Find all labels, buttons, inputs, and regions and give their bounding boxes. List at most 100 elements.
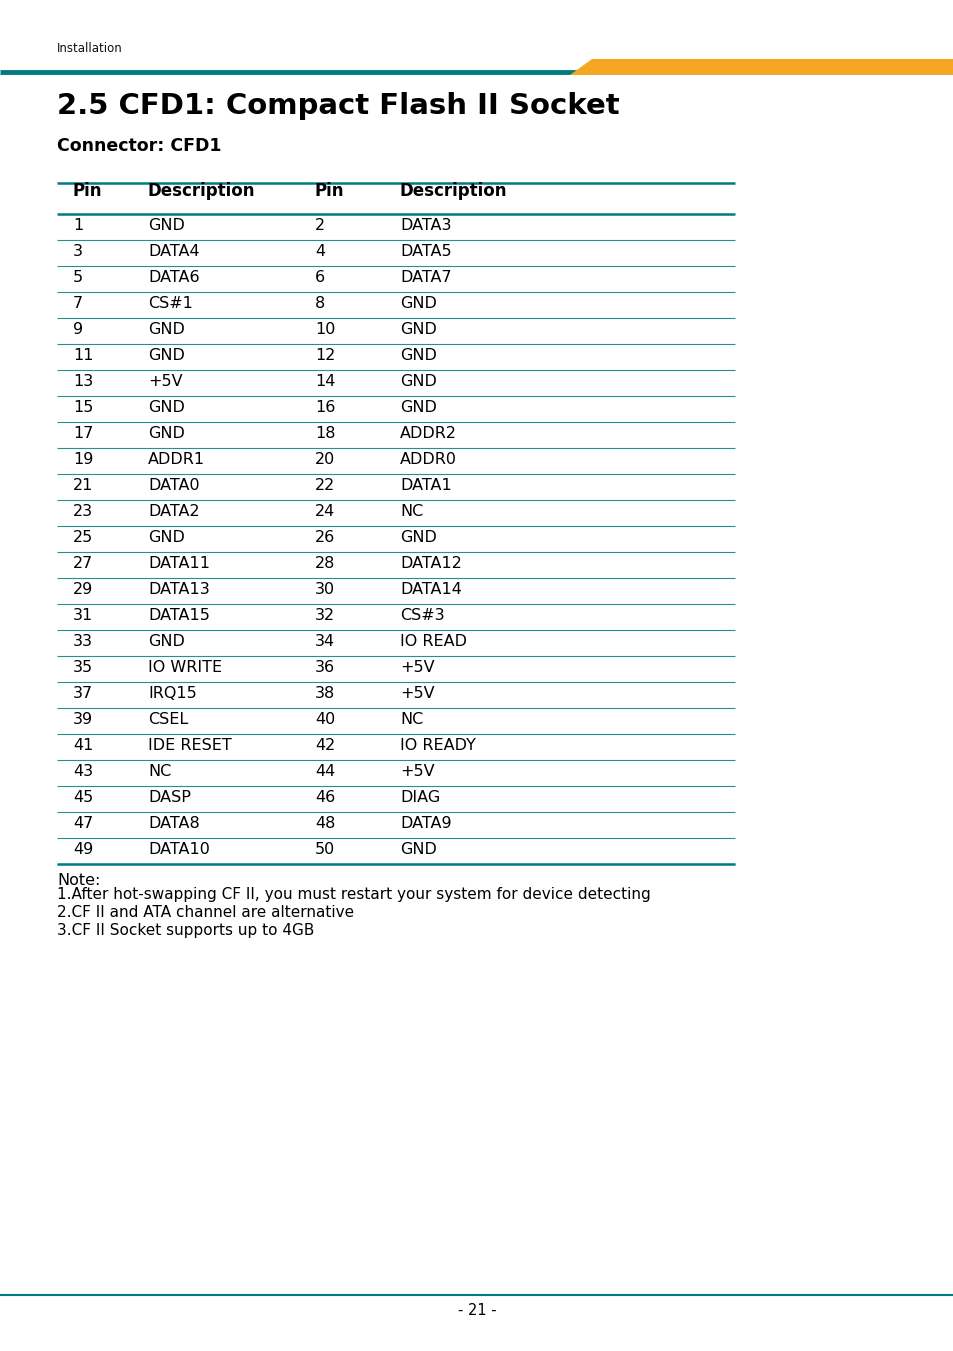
Text: GND: GND bbox=[399, 400, 436, 415]
Text: IDE RESET: IDE RESET bbox=[148, 738, 232, 753]
Text: GND: GND bbox=[148, 218, 185, 232]
Text: 44: 44 bbox=[314, 765, 335, 780]
Text: 45: 45 bbox=[73, 790, 93, 805]
Text: IO READ: IO READ bbox=[399, 634, 467, 648]
Text: 17: 17 bbox=[73, 426, 93, 440]
Text: Connector: CFD1: Connector: CFD1 bbox=[57, 136, 221, 155]
Text: 16: 16 bbox=[314, 400, 335, 415]
Text: 2.CF II and ATA channel are alternative: 2.CF II and ATA channel are alternative bbox=[57, 905, 354, 920]
Text: 22: 22 bbox=[314, 478, 335, 493]
Text: 47: 47 bbox=[73, 816, 93, 831]
Text: 1: 1 bbox=[73, 218, 83, 232]
Text: 49: 49 bbox=[73, 842, 93, 857]
Text: CS#3: CS#3 bbox=[399, 608, 444, 623]
Text: - 21 -: - 21 - bbox=[457, 1302, 496, 1319]
Text: DATA14: DATA14 bbox=[399, 582, 461, 597]
Text: 2: 2 bbox=[314, 218, 325, 232]
Text: GND: GND bbox=[148, 634, 185, 648]
Text: GND: GND bbox=[148, 530, 185, 544]
Text: 23: 23 bbox=[73, 504, 93, 519]
Text: GND: GND bbox=[399, 374, 436, 389]
Text: 20: 20 bbox=[314, 453, 335, 467]
Text: 33: 33 bbox=[73, 634, 92, 648]
Text: 14: 14 bbox=[314, 374, 335, 389]
Text: DATA13: DATA13 bbox=[148, 582, 210, 597]
Text: 8: 8 bbox=[314, 296, 325, 311]
Text: IO WRITE: IO WRITE bbox=[148, 661, 222, 676]
Text: DATA4: DATA4 bbox=[148, 245, 199, 259]
Text: 15: 15 bbox=[73, 400, 93, 415]
Text: ADDR0: ADDR0 bbox=[399, 453, 456, 467]
Text: 27: 27 bbox=[73, 557, 93, 571]
Text: ADDR2: ADDR2 bbox=[399, 426, 456, 440]
Text: 40: 40 bbox=[314, 712, 335, 727]
Text: GND: GND bbox=[399, 322, 436, 336]
Text: NC: NC bbox=[148, 765, 172, 780]
Text: CS#1: CS#1 bbox=[148, 296, 193, 311]
Text: 29: 29 bbox=[73, 582, 93, 597]
Text: 48: 48 bbox=[314, 816, 335, 831]
Text: 46: 46 bbox=[314, 790, 335, 805]
Text: ADDR1: ADDR1 bbox=[148, 453, 205, 467]
Text: DATA15: DATA15 bbox=[148, 608, 210, 623]
Text: 2.5 CFD1: Compact Flash II Socket: 2.5 CFD1: Compact Flash II Socket bbox=[57, 92, 619, 120]
Text: 41: 41 bbox=[73, 738, 93, 753]
Text: 35: 35 bbox=[73, 661, 93, 676]
Text: 42: 42 bbox=[314, 738, 335, 753]
Polygon shape bbox=[569, 59, 953, 76]
Text: 9: 9 bbox=[73, 322, 83, 336]
Text: DATA12: DATA12 bbox=[399, 557, 461, 571]
Text: 5: 5 bbox=[73, 270, 83, 285]
Text: 21: 21 bbox=[73, 478, 93, 493]
Text: 10: 10 bbox=[314, 322, 335, 336]
Text: 18: 18 bbox=[314, 426, 335, 440]
Text: 38: 38 bbox=[314, 686, 335, 701]
Text: Note:: Note: bbox=[57, 873, 100, 888]
Text: +5V: +5V bbox=[399, 765, 435, 780]
Text: DATA9: DATA9 bbox=[399, 816, 451, 831]
Text: GND: GND bbox=[148, 426, 185, 440]
Text: DATA2: DATA2 bbox=[148, 504, 199, 519]
Text: NC: NC bbox=[399, 504, 423, 519]
Text: DATA11: DATA11 bbox=[148, 557, 210, 571]
Text: 36: 36 bbox=[314, 661, 335, 676]
Text: Description: Description bbox=[399, 182, 507, 200]
Text: DATA7: DATA7 bbox=[399, 270, 451, 285]
Text: GND: GND bbox=[399, 530, 436, 544]
Text: Pin: Pin bbox=[73, 182, 102, 200]
Text: NC: NC bbox=[399, 712, 423, 727]
Text: IO READY: IO READY bbox=[399, 738, 476, 753]
Text: 31: 31 bbox=[73, 608, 93, 623]
Text: DIAG: DIAG bbox=[399, 790, 439, 805]
Text: DATA10: DATA10 bbox=[148, 842, 210, 857]
Text: 24: 24 bbox=[314, 504, 335, 519]
Text: GND: GND bbox=[399, 296, 436, 311]
Text: 50: 50 bbox=[314, 842, 335, 857]
Text: DATA5: DATA5 bbox=[399, 245, 451, 259]
Text: Installation: Installation bbox=[57, 42, 123, 55]
Text: GND: GND bbox=[399, 349, 436, 363]
Text: 6: 6 bbox=[314, 270, 325, 285]
Text: DATA6: DATA6 bbox=[148, 270, 199, 285]
Text: 43: 43 bbox=[73, 765, 93, 780]
Text: GND: GND bbox=[399, 842, 436, 857]
Text: GND: GND bbox=[148, 349, 185, 363]
Text: DASP: DASP bbox=[148, 790, 191, 805]
Text: 13: 13 bbox=[73, 374, 93, 389]
Text: 1.After hot-swapping CF II, you must restart your system for device detecting: 1.After hot-swapping CF II, you must res… bbox=[57, 888, 650, 902]
Text: CSEL: CSEL bbox=[148, 712, 188, 727]
Text: 30: 30 bbox=[314, 582, 335, 597]
Text: 39: 39 bbox=[73, 712, 93, 727]
Text: 11: 11 bbox=[73, 349, 93, 363]
Text: 3: 3 bbox=[73, 245, 83, 259]
Text: GND: GND bbox=[148, 322, 185, 336]
Text: +5V: +5V bbox=[399, 686, 435, 701]
Text: DATA1: DATA1 bbox=[399, 478, 452, 493]
Text: 25: 25 bbox=[73, 530, 93, 544]
Text: Description: Description bbox=[148, 182, 255, 200]
Text: DATA0: DATA0 bbox=[148, 478, 199, 493]
Text: 12: 12 bbox=[314, 349, 335, 363]
Text: GND: GND bbox=[148, 400, 185, 415]
Text: 28: 28 bbox=[314, 557, 335, 571]
Text: +5V: +5V bbox=[148, 374, 182, 389]
